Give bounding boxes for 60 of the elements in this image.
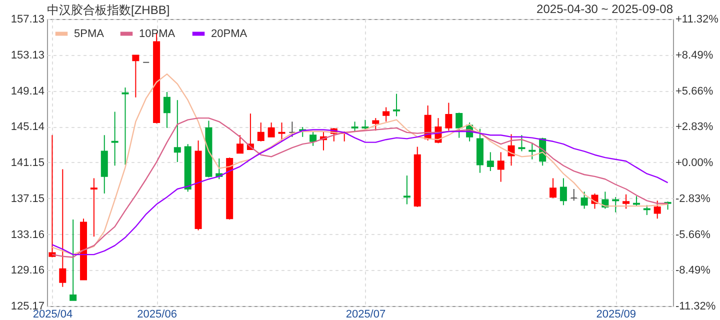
- candlestick: [372, 118, 380, 132]
- legend-label: 10PMA: [139, 28, 176, 40]
- candlestick: [560, 178, 567, 206]
- candlestick: [132, 54, 140, 98]
- candlestick: [518, 134, 526, 152]
- candlestick: [508, 134, 515, 166]
- candlestick: [643, 204, 650, 216]
- text: 2025-04-30 ~ 2025-09-08: [536, 2, 673, 16]
- y2-tick-label: -2.83%: [676, 192, 711, 205]
- candlestick: [580, 191, 588, 210]
- x-tick-label: 2025/09: [596, 308, 636, 320]
- candlestick: [382, 106, 390, 122]
- candlestick: [403, 175, 410, 205]
- candlestick: [268, 122, 275, 138]
- candlestick: [122, 87, 129, 166]
- candlestick: [257, 122, 264, 142]
- y2-tick-label: +5.66%: [676, 85, 714, 98]
- y-tick-label: 145.14: [10, 121, 44, 134]
- chart-title: 中汉胶合板指数[ZHBB]: [47, 2, 170, 19]
- y2-tick-label: +2.83%: [676, 121, 714, 134]
- candlestick: [497, 152, 504, 182]
- y2-tick-label: -8.49%: [676, 264, 711, 277]
- candlestick: [570, 188, 578, 202]
- legend-label: 20PMA: [211, 28, 248, 40]
- candlestick: [59, 168, 66, 288]
- candlestick: [351, 121, 358, 132]
- y2-tick-label: -5.66%: [676, 228, 711, 241]
- candlestick: [163, 92, 170, 128]
- x-tick-label: 2025/07: [346, 308, 386, 320]
- candlestick: [486, 152, 494, 172]
- y2-tick-label: +8.49%: [676, 49, 714, 62]
- y-tick-label: 137.15: [10, 192, 44, 205]
- y-tick-label: 129.16: [10, 264, 44, 277]
- x-tick-label: 2025/06: [137, 308, 177, 320]
- y2-tick-label: -11.32%: [676, 300, 716, 312]
- y-tick-label: 133.16: [10, 228, 44, 241]
- candlestick: [111, 111, 118, 166]
- y-tick-label: 153.13: [10, 49, 44, 62]
- candlestick: [310, 131, 317, 146]
- y-tick-label: 141.15: [10, 157, 44, 169]
- candlestick: [393, 93, 400, 117]
- legend-label: 5PMA: [74, 28, 105, 40]
- candlestick: [550, 178, 557, 198]
- candlestick: [174, 100, 181, 163]
- y-tick-label: 149.14: [10, 85, 44, 98]
- y2-tick-label: +0.00%: [676, 157, 714, 169]
- candlestick: [445, 102, 452, 132]
- candlestick: [90, 178, 98, 238]
- x-tick-label: 2025/04: [32, 308, 73, 320]
- candlestick: [288, 121, 296, 138]
- candlestick: [528, 142, 536, 160]
- candlestick: [622, 194, 630, 210]
- candlestick: [632, 196, 640, 207]
- candlestick: [70, 219, 77, 301]
- candlestick: [456, 112, 463, 138]
- candlestick: [654, 200, 661, 220]
- candlestick: [278, 122, 286, 142]
- candlestick: [236, 134, 244, 154]
- y2-tick-label: +11.32%: [676, 14, 719, 26]
- y-tick-label: 157.13: [10, 14, 44, 26]
